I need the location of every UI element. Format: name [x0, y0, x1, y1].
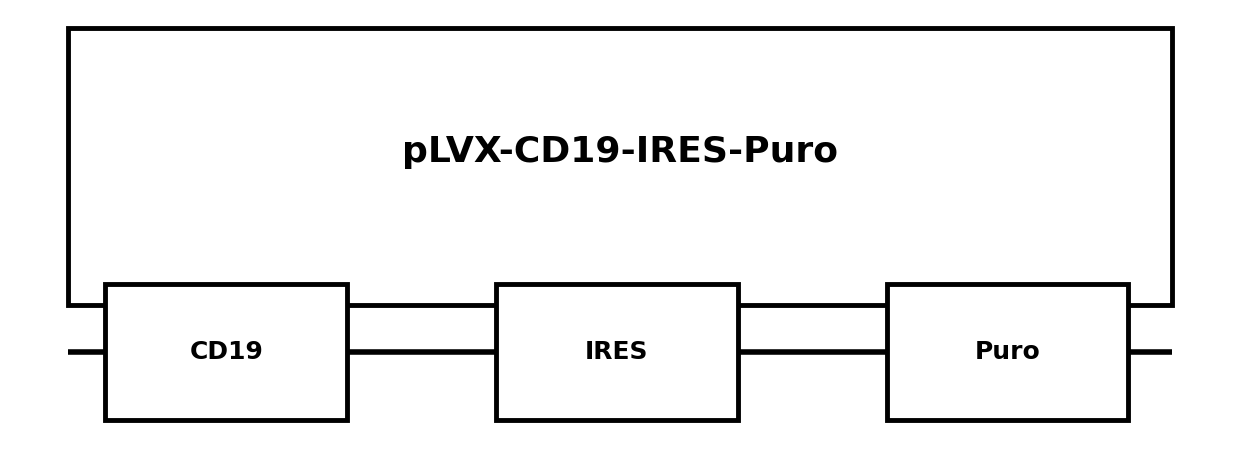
- Text: CD19: CD19: [190, 340, 263, 364]
- Bar: [68, 28, 1172, 305]
- Text: Puro: Puro: [975, 340, 1040, 364]
- Bar: [887, 284, 1128, 420]
- Text: IRES: IRES: [585, 340, 649, 364]
- Bar: [105, 284, 347, 420]
- Text: pLVX-CD19-IRES-Puro: pLVX-CD19-IRES-Puro: [402, 135, 838, 170]
- Bar: [496, 284, 738, 420]
